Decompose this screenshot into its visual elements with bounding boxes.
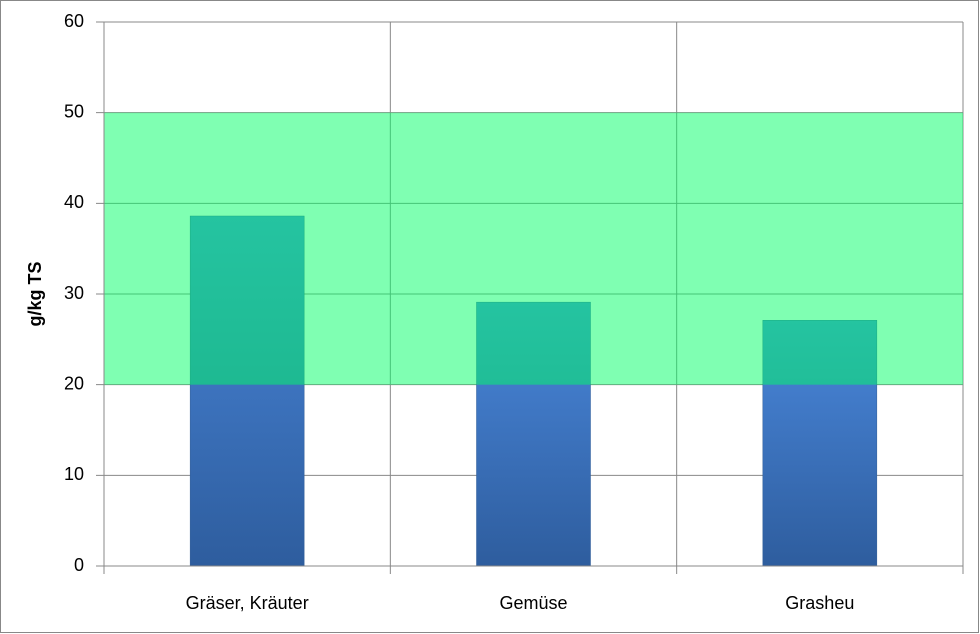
- y-tick-label: 10: [64, 464, 84, 484]
- y-tick-label: 50: [64, 101, 84, 121]
- y-axis-label: g/kg TS: [25, 261, 45, 326]
- y-tick-label: 60: [64, 11, 84, 31]
- y-tick-label: 30: [64, 283, 84, 303]
- target-band: [104, 112, 963, 385]
- x-tick-label: Gemüse: [499, 593, 567, 613]
- y-tick-label: 0: [74, 555, 84, 575]
- x-tick-label: Gräser, Kräuter: [186, 593, 309, 613]
- y-tick-label: 20: [64, 373, 84, 393]
- y-tick-label: 40: [64, 192, 84, 212]
- x-tick-label: Grasheu: [785, 593, 854, 613]
